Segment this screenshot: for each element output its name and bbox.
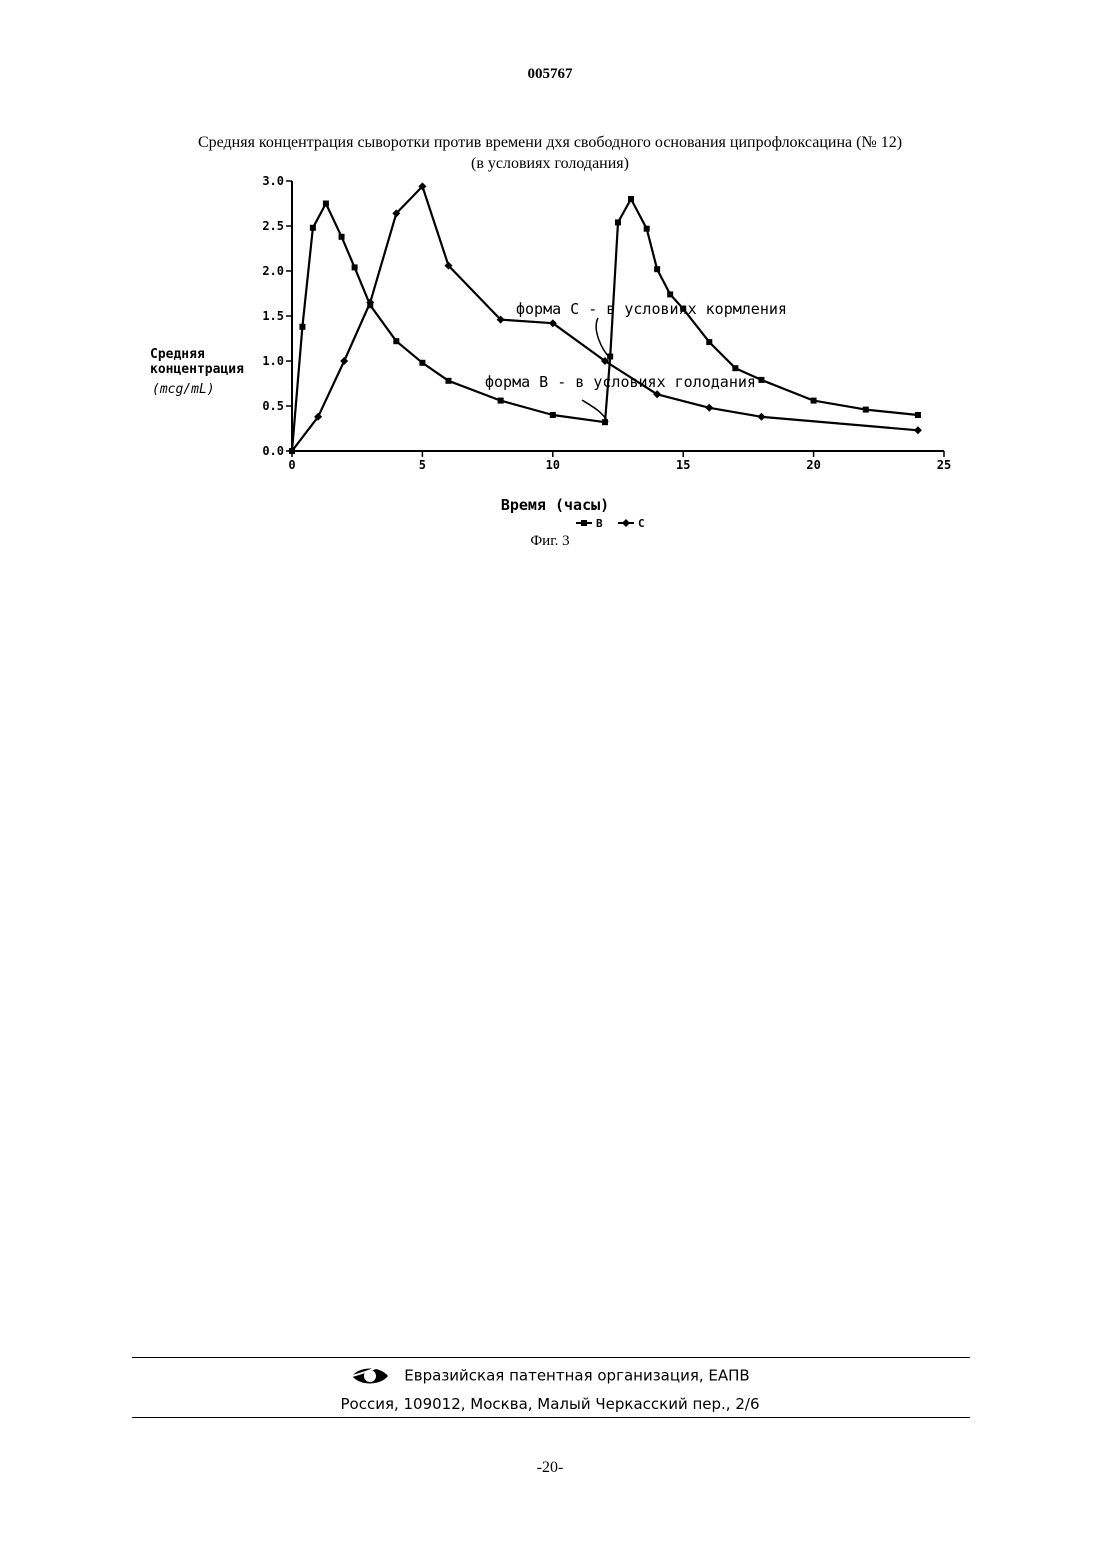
data-point-b [299, 324, 305, 330]
y-tick-label: 0.5 [262, 399, 284, 413]
x-tick-label: 25 [937, 458, 951, 472]
data-point-b [667, 291, 673, 297]
y-tick-label: 2.0 [262, 264, 284, 278]
data-point-b [758, 377, 764, 383]
data-point-b [339, 234, 345, 240]
y-tick-label: 1.0 [262, 354, 284, 368]
y-axis-label-line1: Средняя [150, 347, 205, 362]
concentration-time-chart: 0.00.51.01.52.02.53.00510152025 Средняя … [140, 168, 970, 533]
data-point-c [705, 404, 713, 412]
y-tick-label: 2.5 [262, 219, 284, 233]
data-point-b [445, 378, 451, 384]
annotation-form-c: форма C - в условиях кормления [516, 300, 787, 318]
series-line-b [292, 199, 918, 451]
y-axis-label-unit: (mcg/mL) [152, 382, 215, 397]
y-tick-label: 0.0 [262, 444, 284, 458]
chart-legend: B C [576, 517, 645, 530]
organization-name: Евразийская патентная организация, ЕАПВ [404, 1367, 749, 1385]
x-tick-label: 5 [419, 458, 426, 472]
y-tick-label: 3.0 [262, 174, 284, 188]
annotation-form-c-pointer [596, 318, 610, 358]
data-point-b [550, 412, 556, 418]
data-point-b [352, 264, 358, 270]
data-point-c [914, 426, 922, 434]
data-point-b [654, 266, 660, 272]
chart-ticks: 0.0 0.5 1.0 1.5 2.0 2.5 3.0 0 5 10 15 20 25 [262, 174, 951, 472]
figure-title-line1: Средняя концентрация сыворотки против вр… [100, 132, 1000, 153]
data-point-b [644, 226, 650, 232]
legend-label-b: B [596, 517, 603, 530]
x-tick-label: 0 [288, 458, 295, 472]
y-tick-label: 1.5 [262, 309, 284, 323]
data-point-b [732, 365, 738, 371]
data-point-b [863, 407, 869, 413]
x-tick-label: 10 [546, 458, 560, 472]
data-point-b [310, 225, 316, 231]
x-tick-label: 20 [806, 458, 820, 472]
annotation-form-b: форма B - в условиях голодания [485, 373, 756, 391]
page-number: -20- [0, 1459, 1100, 1477]
figure-caption: Фиг. 3 [0, 533, 1100, 550]
x-tick-label: 15 [676, 458, 690, 472]
data-point-b [323, 201, 329, 207]
data-point-b [706, 339, 712, 345]
data-point-b [628, 196, 634, 202]
legend-marker-c [622, 519, 630, 527]
document-number: 005767 [0, 66, 1100, 83]
chart-series-lines [292, 186, 918, 451]
footer-bottom-rule [132, 1417, 970, 1418]
y-axis-label-line2: концентрация [150, 362, 244, 377]
data-point-c [340, 357, 348, 365]
data-point-b [419, 360, 425, 366]
data-point-b [915, 412, 921, 418]
data-point-b [615, 219, 621, 225]
data-point-b [498, 398, 504, 404]
x-axis-label: Время (часы) [501, 496, 609, 514]
legend-label-c: C [638, 517, 645, 530]
eapo-eye-logo-icon [350, 1364, 390, 1388]
data-point-b [393, 338, 399, 344]
data-point-c [757, 413, 765, 421]
legend-marker-b [581, 520, 587, 526]
footer-organization: Евразийская патентная организация, ЕАПВ [0, 1364, 1100, 1388]
data-point-b [811, 398, 817, 404]
footer-top-rule [132, 1357, 970, 1358]
footer-address: Россия, 109012, Москва, Малый Черкасский… [0, 1395, 1100, 1413]
